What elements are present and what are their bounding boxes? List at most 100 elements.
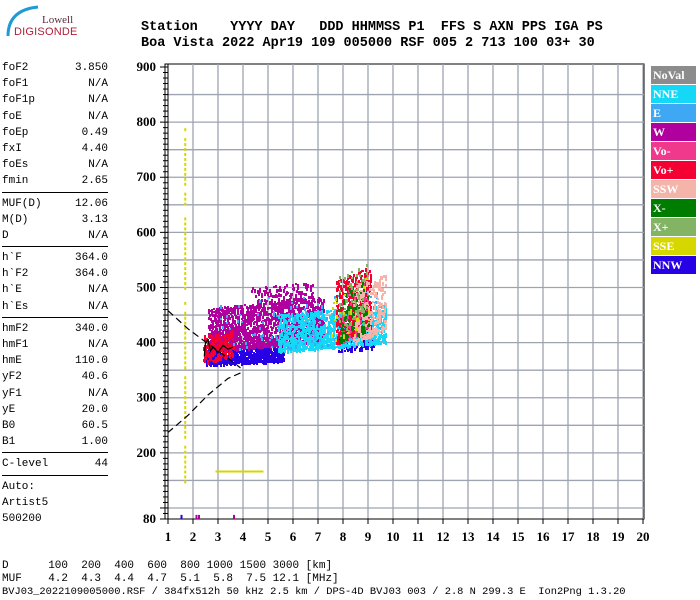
echo-point [383, 315, 385, 318]
echo-point [358, 338, 360, 342]
echo-point [347, 294, 349, 297]
echo-point [275, 335, 277, 338]
echo-point [254, 321, 256, 323]
echo-point [292, 308, 294, 311]
echo-point [349, 339, 351, 343]
echo-point [250, 323, 252, 327]
param-value: 3.13 [81, 213, 108, 226]
echo-point [279, 335, 281, 337]
echo-point [209, 314, 211, 317]
echo-point [295, 294, 297, 297]
echo-point [336, 281, 338, 283]
echo-point [269, 334, 271, 337]
echo-point [370, 285, 372, 288]
echo-point [262, 316, 264, 319]
echo-point [327, 331, 329, 334]
echo-point [334, 329, 336, 331]
echo-point [224, 351, 226, 354]
param-label: h`E [2, 284, 22, 297]
echo-point [313, 309, 315, 311]
param-label: M(D) [2, 213, 29, 226]
param-value: 12.06 [74, 197, 108, 210]
echo-point [282, 355, 284, 359]
echo-point [369, 288, 371, 291]
echo-point [326, 346, 328, 349]
echo-point [310, 336, 312, 340]
x-tick-label: 12 [437, 529, 450, 544]
echo-point [273, 314, 275, 317]
echo-point [366, 337, 368, 340]
echo-point [241, 361, 243, 364]
echo-point [250, 339, 252, 342]
echo-point [261, 325, 263, 328]
echo-point [288, 347, 290, 349]
echo-point [260, 311, 262, 314]
echo-point [327, 335, 329, 339]
param-label: foEp [2, 126, 29, 139]
echo-point [359, 348, 361, 352]
echo-point [377, 314, 379, 316]
echo-point [307, 319, 309, 323]
param-value: N/A [88, 159, 108, 172]
echo-point [247, 319, 249, 323]
param-label: foF2 [2, 62, 29, 74]
echo-point [328, 341, 330, 343]
echo-point [364, 276, 366, 279]
echo-point [238, 305, 240, 308]
echo-point [279, 356, 281, 358]
echo-point [233, 343, 235, 347]
echo-point [285, 305, 287, 308]
echo-point [385, 326, 387, 330]
echo-point [270, 320, 272, 324]
echo-point [327, 344, 329, 347]
echo-point [265, 313, 267, 316]
echo-point [251, 313, 253, 317]
echo-point [285, 343, 287, 347]
echo-point [295, 283, 297, 285]
echo-point [358, 342, 360, 344]
echo-point [247, 343, 249, 346]
x-tick-label: 1 [165, 529, 172, 544]
echo-point [278, 300, 280, 302]
echo-point [221, 336, 223, 338]
echo-point [292, 317, 294, 320]
echo-point [343, 341, 345, 344]
echo-point [278, 328, 280, 332]
echo-point [263, 290, 265, 292]
echo-point [336, 300, 338, 303]
echo-point [314, 317, 316, 319]
echo-point [294, 316, 296, 320]
echo-point [339, 285, 341, 287]
logo-text-lowell: Lowell [42, 14, 74, 26]
auto-scaling-line: Artist5 [2, 496, 49, 509]
param-value: 44 [94, 458, 108, 471]
echo-point [295, 296, 297, 298]
echo-point [358, 320, 360, 324]
echo-point [271, 317, 273, 321]
echo-point [340, 309, 342, 313]
echo-point [249, 314, 251, 317]
echo-point [376, 282, 378, 285]
echo-point [293, 344, 295, 347]
echo-point [312, 304, 314, 307]
echo-point [229, 328, 231, 330]
echo-point [305, 322, 307, 324]
echo-point [365, 294, 367, 297]
echo-point [261, 309, 263, 312]
echo-point [271, 336, 273, 339]
echo-point [384, 322, 386, 324]
echo-point [205, 346, 207, 349]
echo-point [281, 307, 283, 310]
echo-point [319, 332, 321, 335]
echo-point [265, 345, 267, 348]
echo-point [312, 332, 314, 335]
echo-point [351, 334, 353, 336]
echo-point [275, 327, 277, 330]
echo-point [254, 361, 256, 364]
echo-point [293, 349, 295, 352]
echo-point [283, 302, 285, 305]
echo-point [259, 327, 261, 330]
echo-point [375, 327, 377, 329]
x-tick-label: 9 [365, 529, 372, 544]
